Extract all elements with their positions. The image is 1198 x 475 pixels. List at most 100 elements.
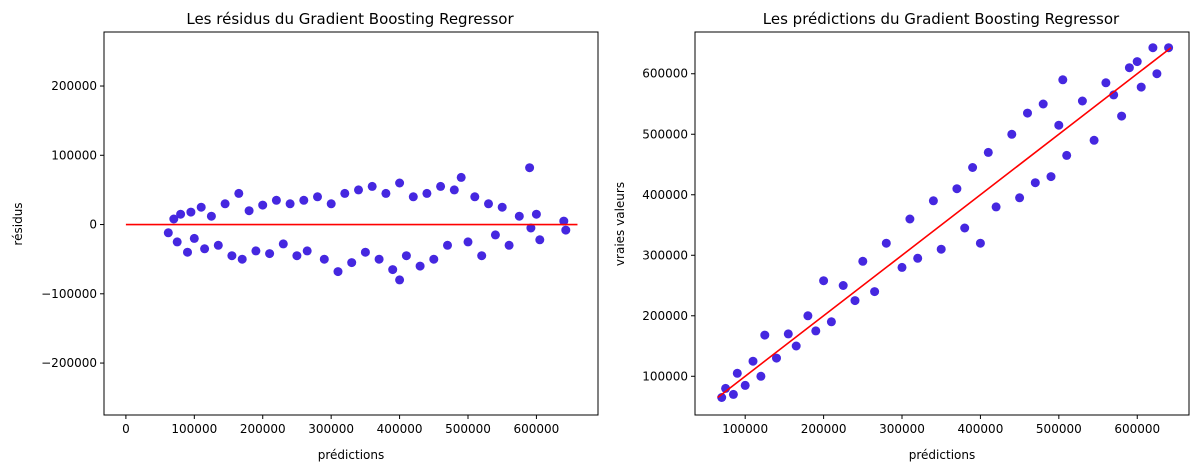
data-point — [244, 206, 254, 216]
data-point — [732, 368, 742, 378]
data-point — [374, 254, 384, 264]
y-tick-label: −100000 — [41, 287, 97, 301]
data-point — [928, 196, 938, 206]
data-point — [936, 244, 946, 254]
data-point — [772, 353, 781, 363]
y-axis-ticks: 100000 200000 300000 400000 500000 600000 — [642, 67, 695, 383]
identity-reference-line — [717, 47, 1172, 399]
data-point — [952, 184, 962, 194]
residual-points — [163, 163, 571, 285]
data-point — [1030, 178, 1040, 188]
data-point — [1015, 193, 1025, 203]
data-point — [811, 326, 821, 336]
data-point — [463, 237, 473, 247]
y-axis-ticks: −200000 −100000 0 100000 200000 — [41, 79, 104, 370]
data-point — [975, 238, 985, 248]
y-tick-label: 100000 — [642, 369, 688, 383]
data-point — [360, 247, 370, 257]
y-tick-label: 100000 — [51, 148, 97, 162]
data-point — [870, 287, 880, 297]
data-point — [237, 254, 247, 264]
data-point — [436, 181, 446, 191]
plot-frame — [694, 31, 1190, 416]
data-point — [213, 240, 223, 250]
data-point — [299, 195, 309, 205]
data-point — [756, 371, 766, 381]
data-point — [803, 311, 813, 321]
data-point — [1046, 172, 1056, 182]
data-point — [183, 247, 192, 257]
data-point — [728, 389, 738, 399]
plot-frame — [103, 31, 599, 416]
data-point — [265, 249, 275, 259]
x-tick-label: 400000 — [958, 422, 1004, 436]
data-point — [415, 261, 425, 271]
data-point — [302, 246, 312, 256]
x-tick-label: 100000 — [171, 422, 217, 436]
data-point — [354, 185, 363, 195]
chart-title: Les résidus du Gradient Boosting Regress… — [186, 10, 514, 28]
data-point — [443, 240, 452, 250]
data-point — [531, 209, 541, 219]
data-point — [1089, 135, 1099, 145]
x-tick-label: 300000 — [879, 422, 925, 436]
data-point — [340, 188, 350, 198]
y-axis-label: vraies valeurs — [613, 182, 627, 266]
data-point — [227, 251, 237, 261]
data-point — [271, 195, 281, 205]
data-point — [1054, 120, 1064, 130]
y-tick-label: 500000 — [642, 127, 688, 141]
data-point — [535, 235, 545, 245]
data-point — [429, 254, 439, 264]
data-point — [206, 211, 216, 221]
data-point — [333, 267, 343, 277]
x-tick-label: 0 — [122, 422, 130, 436]
x-tick-label: 600000 — [1114, 422, 1160, 436]
data-point — [401, 251, 411, 261]
data-point — [1164, 43, 1174, 53]
data-point — [258, 200, 268, 210]
data-point — [1007, 129, 1017, 139]
y-tick-label: 0 — [89, 218, 97, 232]
data-point — [1132, 57, 1142, 67]
data-point — [526, 223, 536, 233]
data-point — [220, 199, 230, 209]
data-point — [1023, 108, 1032, 118]
x-tick-label: 500000 — [445, 422, 491, 436]
data-point — [819, 276, 829, 286]
data-point — [991, 202, 1001, 212]
data-point — [285, 199, 295, 209]
data-point — [905, 214, 915, 224]
y-tick-label: 600000 — [642, 67, 688, 81]
data-point — [169, 214, 179, 224]
data-point — [514, 211, 524, 221]
data-point — [292, 251, 302, 261]
data-point — [1062, 150, 1072, 160]
data-point — [172, 237, 182, 247]
x-tick-label: 200000 — [801, 422, 847, 436]
data-point — [1101, 78, 1111, 88]
data-point — [1117, 111, 1127, 121]
x-tick-label: 300000 — [308, 422, 354, 436]
data-point — [850, 296, 860, 306]
data-point — [196, 202, 206, 212]
y-tick-label: 300000 — [642, 248, 688, 262]
data-point — [234, 188, 244, 198]
x-tick-label: 100000 — [722, 422, 768, 436]
data-point — [449, 185, 459, 195]
x-axis-ticks: 0 100000 200000 300000 400000 500000 600000 — [122, 415, 559, 436]
data-point — [326, 199, 336, 209]
data-point — [740, 380, 750, 390]
data-point — [791, 341, 801, 351]
data-point — [186, 207, 196, 217]
data-point — [251, 246, 261, 256]
data-point — [395, 178, 405, 188]
data-point — [960, 223, 970, 233]
data-point — [1077, 96, 1087, 106]
y-tick-label: 400000 — [642, 188, 688, 202]
data-point — [983, 147, 993, 157]
data-point — [347, 258, 357, 268]
residuals-chart: Les résidus du Gradient Boosting Regress… — [11, 10, 599, 462]
data-point — [838, 281, 848, 290]
